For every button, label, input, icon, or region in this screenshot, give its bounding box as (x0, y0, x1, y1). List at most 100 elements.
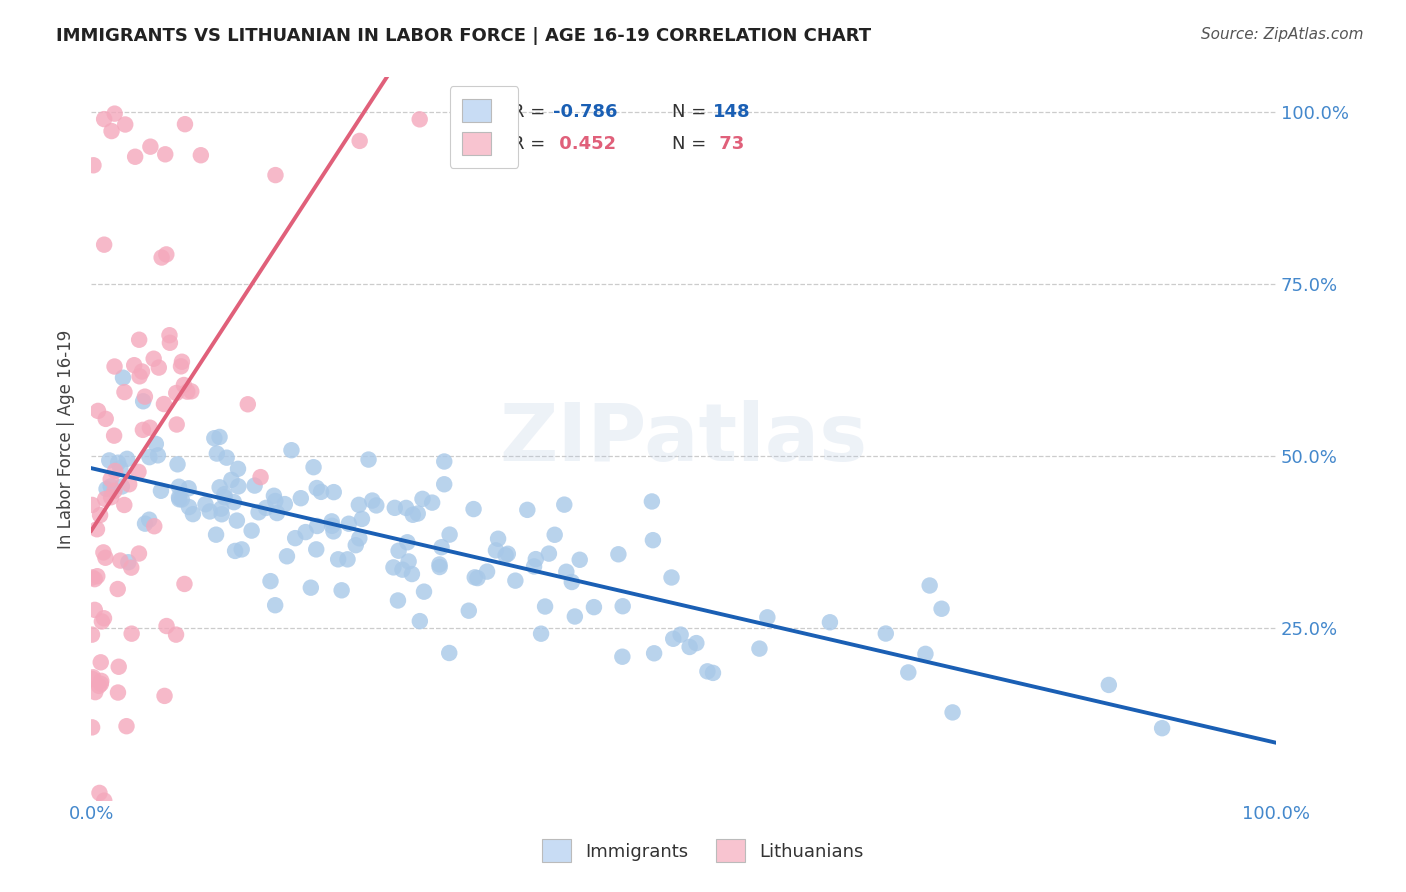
Point (661, 570, 683, 584)
Point (107, 582, 129, 596)
Point (224, 544, 246, 558)
Point (132, 423, 155, 437)
Point (641, 533, 664, 548)
Point (918, 578, 941, 592)
Point (103, 428, 125, 442)
Point (537, 547, 560, 561)
Point (115, 719, 138, 733)
Legend: , : , (450, 87, 519, 168)
Point (430, 540, 453, 554)
Point (94, 491, 117, 506)
Point (387, 543, 409, 558)
Point (226, 462, 249, 476)
Point (118, 477, 141, 491)
Point (568, 553, 591, 567)
Point (145, 437, 167, 451)
Point (564, 609, 586, 624)
Point (107, 659, 129, 673)
Point (131, 364, 153, 378)
Point (685, 636, 707, 650)
Point (254, 500, 277, 515)
Point (401, 567, 423, 582)
Point (90, 673, 112, 688)
Point (420, 495, 443, 509)
Point (243, 478, 266, 492)
Point (177, 500, 200, 514)
Point (174, 117, 197, 131)
Text: N =: N = (672, 136, 711, 153)
Point (205, 446, 228, 460)
Point (180, 384, 202, 399)
Point (662, 632, 685, 646)
Point (89, 508, 111, 522)
Point (114, 385, 136, 400)
Point (669, 627, 692, 641)
Point (170, 355, 193, 369)
Point (142, 351, 165, 366)
Point (349, 531, 371, 545)
Text: R =: R = (512, 103, 551, 120)
Point (120, 560, 142, 574)
Point (411, 491, 433, 506)
Point (138, 513, 160, 527)
Point (931, 601, 953, 615)
Point (89, 786, 111, 800)
Point (114, 118, 136, 132)
Point (384, 500, 406, 515)
Point (83, 572, 105, 586)
Point (818, 615, 841, 630)
Point (149, 483, 172, 498)
Point (276, 549, 298, 564)
Point (173, 378, 195, 392)
Point (93, 237, 115, 252)
Point (328, 552, 350, 566)
Point (486, 532, 509, 546)
Point (177, 481, 200, 495)
Point (344, 538, 367, 552)
Point (612, 649, 634, 664)
Text: 148: 148 (713, 103, 751, 120)
Point (321, 515, 343, 529)
Point (100, 479, 122, 493)
Point (544, 528, 567, 542)
Point (247, 505, 270, 519)
Point (194, 497, 217, 511)
Point (530, 626, 553, 640)
Point (134, 516, 156, 531)
Point (467, 571, 489, 585)
Point (485, 543, 508, 558)
Point (93, 611, 115, 625)
Point (357, 452, 380, 467)
Point (555, 565, 578, 579)
Point (309, 484, 332, 499)
Point (398, 554, 420, 568)
Point (391, 563, 413, 577)
Point (165, 386, 187, 401)
Point (225, 514, 247, 528)
Text: Source: ZipAtlas.com: Source: ZipAtlas.com (1201, 27, 1364, 42)
Point (505, 574, 527, 588)
Point (93, 112, 115, 127)
Point (148, 360, 170, 375)
Point (336, 552, 359, 566)
Point (146, 448, 169, 462)
Point (128, 465, 150, 479)
Point (361, 493, 384, 508)
Point (82, 672, 104, 686)
Point (176, 384, 198, 399)
Point (112, 498, 135, 512)
Point (366, 499, 388, 513)
Point (82, 670, 104, 684)
Point (463, 502, 485, 516)
Point (875, 626, 897, 640)
Point (897, 665, 920, 680)
Point (321, 518, 343, 533)
Point (128, 333, 150, 347)
Point (214, 487, 236, 501)
Point (94, 550, 117, 565)
Point (167, 492, 190, 507)
Point (153, 689, 176, 703)
Point (612, 599, 634, 614)
Point (82, 158, 104, 172)
Point (322, 524, 344, 539)
